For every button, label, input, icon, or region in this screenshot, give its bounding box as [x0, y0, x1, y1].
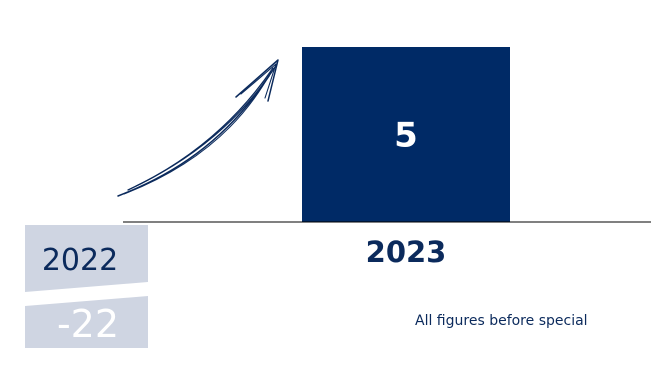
bars-layer: 5 2023	[302, 47, 510, 269]
previous-period-value: -22	[57, 302, 119, 346]
bar-value-label: 5	[394, 116, 418, 156]
previous-period-year: 2022	[42, 243, 118, 278]
category-label: 2023	[366, 235, 447, 269]
footnote-text: All figures before special	[415, 313, 588, 329]
bar	[302, 47, 510, 222]
growth-arrow-icon	[117, 59, 279, 197]
previous-period-panel: 2022 -22	[25, 225, 148, 348]
previous-period-divider	[25, 282, 148, 306]
